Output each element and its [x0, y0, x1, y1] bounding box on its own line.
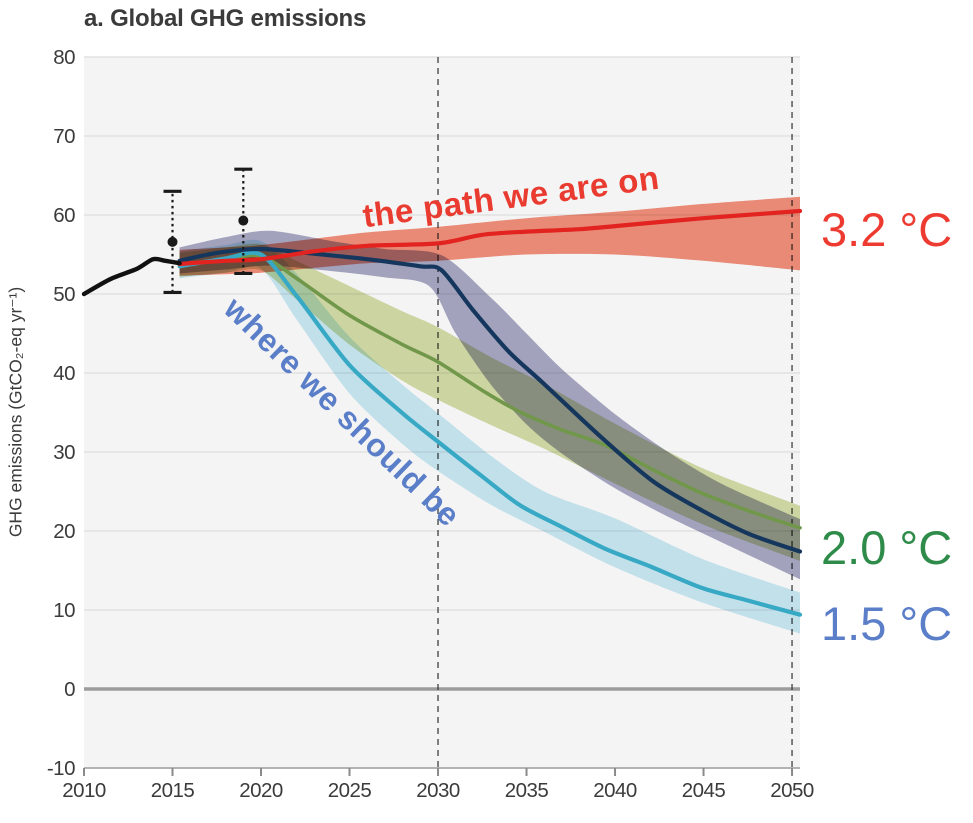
net-zero-line: [177, 246, 803, 554]
x-tick-label: 2020: [239, 779, 283, 802]
y-tick-label: -10: [47, 757, 75, 780]
y-tick-label: 70: [53, 125, 75, 148]
x-tick-label: 2050: [770, 779, 814, 802]
x-tick-label: 2025: [328, 779, 372, 802]
y-tick-label: 50: [53, 283, 75, 306]
chart-title: a. Global GHG emissions: [84, 5, 367, 32]
label-3-2-degrees: 3.2 °C: [821, 203, 953, 256]
x-tick-label: 2010: [62, 779, 106, 802]
y-axis-label: GHG emissions (GtCO₂-eq yr⁻¹): [5, 286, 26, 538]
historical-line: [81, 256, 182, 297]
x-tick-label: 2030: [416, 779, 460, 802]
y-tick-label: 30: [53, 441, 75, 464]
y-tick-label: 60: [53, 204, 75, 227]
x-tick-label: 2045: [682, 779, 726, 802]
label-1-5-degrees: 1.5 °C: [821, 597, 953, 650]
y-tick-label: 10: [53, 599, 75, 622]
one-five-degree-line: [177, 250, 803, 617]
label-2-0-degrees: 2.0 °C: [821, 521, 953, 574]
one-five-degree-band: [179, 239, 801, 634]
y-tick-label: 0: [64, 678, 75, 701]
errorbar-dot: [238, 215, 249, 226]
errorbar-dot: [167, 236, 178, 247]
x-tick-label: 2035: [505, 779, 549, 802]
x-tick-label: 2040: [593, 779, 637, 802]
x-tick-label: 2015: [151, 779, 195, 802]
y-tick-label: 20: [53, 520, 75, 543]
current-path-line: [177, 208, 803, 267]
y-tick-label: 80: [53, 46, 75, 69]
plot-area: [84, 57, 800, 768]
y-tick-label: 40: [53, 362, 75, 385]
